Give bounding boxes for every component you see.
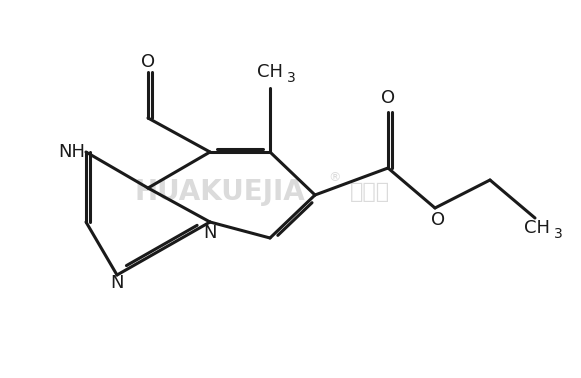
Text: 化学加: 化学加	[350, 182, 390, 202]
Text: O: O	[431, 211, 445, 229]
Text: CH: CH	[524, 219, 550, 237]
Text: N: N	[110, 274, 124, 292]
Text: ®: ®	[329, 172, 341, 184]
Text: 3: 3	[286, 71, 295, 85]
Text: HUAKUEJIA: HUAKUEJIA	[135, 178, 306, 206]
Text: O: O	[141, 53, 155, 71]
Text: NH: NH	[59, 143, 85, 161]
Text: N: N	[203, 224, 217, 242]
Text: 3: 3	[554, 227, 562, 241]
Text: O: O	[381, 89, 395, 107]
Text: CH: CH	[257, 63, 283, 81]
